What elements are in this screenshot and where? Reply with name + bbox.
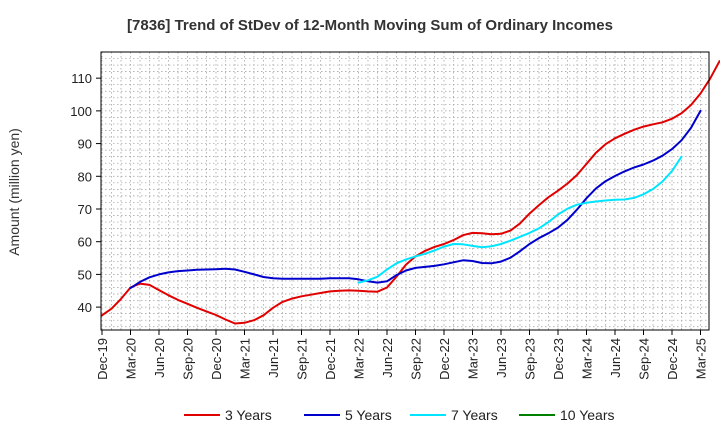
x-tick-label: Dec-21 — [323, 338, 338, 380]
x-tick-label: Jun-23 — [494, 338, 509, 378]
y-tick-label: 90 — [78, 137, 92, 152]
x-tick-label: Mar-24 — [580, 338, 595, 379]
y-axis-ticks: 40 50 60 70 80 90 100 110 — [70, 71, 101, 315]
x-tick-label: Sep-21 — [295, 338, 310, 380]
series-group — [101, 60, 720, 325]
x-tick-label: Mar-22 — [352, 338, 367, 379]
chart-title: [7836] Trend of StDev of 12-Month Moving… — [127, 17, 613, 34]
plot-frame — [100, 51, 710, 331]
x-tick-label: Mar-23 — [466, 338, 481, 379]
x-tick-label: Mar-21 — [238, 338, 253, 379]
x-axis-ticks: Dec-19 Mar-20 Jun-20 Sep-20 Dec-20 Mar-21 Jun-… — [95, 330, 709, 380]
series-line-5-years — [129, 109, 702, 290]
series-line-7-years — [357, 155, 683, 284]
legend-label: 10 Years — [560, 407, 615, 423]
y-tick-label: 50 — [78, 267, 92, 282]
x-tick-label: Sep-24 — [637, 338, 652, 380]
x-tick-label: Sep-23 — [523, 338, 538, 380]
x-tick-label: Sep-22 — [409, 338, 424, 380]
x-tick-label: Mar-20 — [124, 338, 139, 379]
y-tick-label: 80 — [78, 169, 92, 184]
x-tick-label: Jun-20 — [152, 338, 167, 378]
legend-label: 5 Years — [345, 407, 392, 423]
y-tick-label: 60 — [78, 235, 92, 250]
legend-label: 3 Years — [225, 407, 272, 423]
legend: 3 Years 5 Years 7 Years 10 Years — [184, 407, 615, 423]
x-tick-label: Dec-23 — [551, 338, 566, 380]
x-tick-label: Dec-22 — [437, 338, 452, 380]
x-tick-label: Dec-24 — [665, 338, 680, 380]
y-axis-label: Amount (million yen) — [6, 128, 22, 256]
x-tick-label: Dec-19 — [95, 338, 110, 380]
x-tick-label: Dec-20 — [209, 338, 224, 380]
y-tick-label: 110 — [71, 71, 92, 86]
x-tick-label: Jun-24 — [608, 338, 623, 378]
series-line-3-years — [101, 60, 720, 325]
y-tick-label: 70 — [78, 202, 92, 217]
y-tick-label: 100 — [70, 104, 92, 119]
y-tick-label: 40 — [78, 300, 92, 315]
x-tick-label: Jun-21 — [266, 338, 281, 378]
x-tick-label: Mar-25 — [694, 338, 709, 379]
x-tick-label: Jun-22 — [380, 338, 395, 378]
grid — [101, 51, 709, 330]
legend-label: 7 Years — [451, 407, 498, 423]
x-tick-label: Sep-20 — [181, 338, 196, 380]
